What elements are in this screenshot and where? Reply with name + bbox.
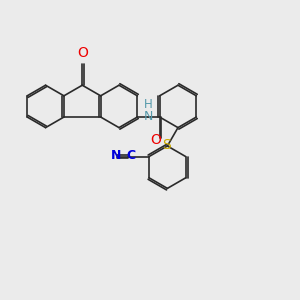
Text: O: O xyxy=(150,133,161,147)
Text: N: N xyxy=(111,149,121,162)
Text: C: C xyxy=(126,149,135,162)
Text: N: N xyxy=(143,110,153,123)
Text: H: H xyxy=(144,98,152,110)
Text: O: O xyxy=(77,46,88,61)
Text: S: S xyxy=(162,138,171,152)
